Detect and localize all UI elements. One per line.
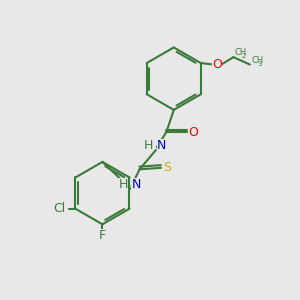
- Text: S: S: [163, 161, 171, 174]
- Text: O: O: [188, 126, 198, 139]
- Text: O: O: [212, 58, 222, 71]
- Text: H: H: [144, 139, 153, 152]
- Text: CH: CH: [235, 48, 247, 57]
- Text: N: N: [157, 139, 166, 152]
- Text: 2: 2: [242, 53, 246, 59]
- Text: CH: CH: [251, 56, 264, 65]
- Text: N: N: [132, 178, 141, 191]
- Text: 3: 3: [258, 61, 262, 67]
- Text: F: F: [99, 229, 106, 242]
- Text: H: H: [118, 178, 128, 191]
- Text: Cl: Cl: [53, 202, 65, 215]
